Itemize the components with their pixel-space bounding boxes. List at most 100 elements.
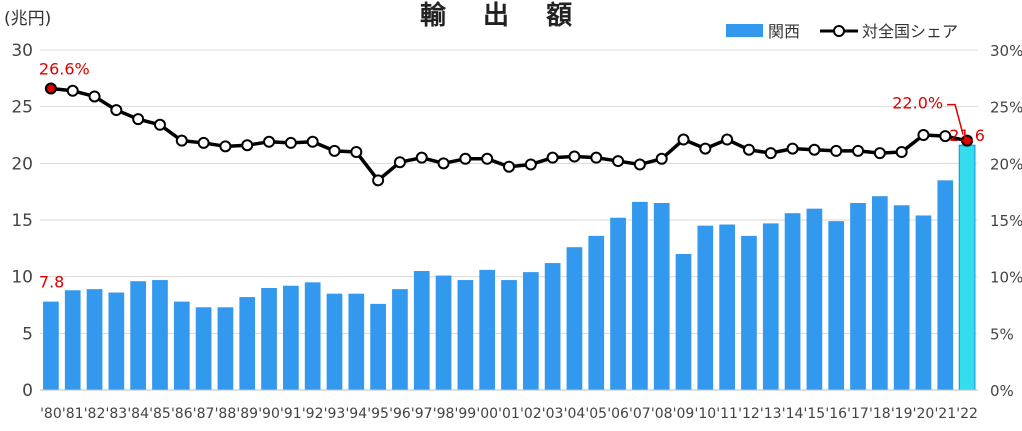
x-tick-label: '06 xyxy=(607,406,629,422)
legend: 関西 対全国シェア xyxy=(726,22,958,41)
bar xyxy=(653,203,670,390)
y2-tick-label: 25% xyxy=(990,99,1022,117)
line-point xyxy=(44,82,57,95)
legend-bar-swatch xyxy=(726,24,763,37)
bar xyxy=(850,203,866,390)
y-tick-label: 20 xyxy=(11,154,33,174)
x-tick-label: '13 xyxy=(760,406,782,422)
line-point xyxy=(677,133,690,146)
legend-label-share: 対全国シェア xyxy=(862,22,958,41)
y2-tick-label: 20% xyxy=(990,155,1022,173)
x-tick-label: '10 xyxy=(694,406,716,422)
line-point xyxy=(830,144,843,157)
x-tick-label: '85 xyxy=(149,406,171,422)
bar xyxy=(566,247,583,390)
y-tick-label: 5 xyxy=(22,324,33,344)
x-tick-label: '20 xyxy=(913,406,935,422)
line-point xyxy=(263,135,276,148)
line-point xyxy=(939,130,952,143)
bar xyxy=(741,235,757,390)
y-axis-unit: (兆円) xyxy=(4,9,51,29)
line-point xyxy=(175,134,188,147)
line-point xyxy=(197,136,210,149)
line-point xyxy=(132,113,145,126)
bar xyxy=(326,293,343,390)
bar xyxy=(392,289,408,390)
line-point xyxy=(852,144,865,157)
bar xyxy=(697,225,714,390)
x-tick-label: '94 xyxy=(345,406,367,422)
x-tick-label: '81 xyxy=(62,406,84,422)
x-tick-label: '17 xyxy=(847,406,869,422)
line-point xyxy=(241,139,254,152)
bar xyxy=(435,275,452,390)
x-tick-label: '87 xyxy=(193,406,215,422)
line-point xyxy=(961,134,974,147)
line-point xyxy=(437,157,450,170)
bar xyxy=(457,280,474,390)
bar xyxy=(173,301,190,390)
line-point xyxy=(88,90,101,103)
line-point xyxy=(917,129,930,141)
bar xyxy=(915,215,932,390)
line-point xyxy=(110,104,123,117)
bar xyxy=(239,297,256,390)
annotations: 26.6% 22.0% 7.8 21.6 xyxy=(39,60,985,292)
x-tick-label: '86 xyxy=(171,406,193,422)
line-point xyxy=(655,152,668,165)
bar xyxy=(806,208,823,390)
bar xyxy=(828,221,845,390)
x-tick-label: '82 xyxy=(84,406,106,422)
x-tick-label: '11 xyxy=(716,406,738,422)
line-point xyxy=(524,158,537,171)
x-tick-label: '02 xyxy=(520,406,542,422)
y-tick-label: 25 xyxy=(11,98,33,118)
bar xyxy=(675,254,692,390)
y-tick-label: 30 xyxy=(11,41,33,61)
y-tick-label: 15 xyxy=(11,211,33,231)
x-tick-label: '19 xyxy=(891,406,913,422)
x-tick-label: '09 xyxy=(673,406,695,422)
annotation-last-share: 22.0% xyxy=(892,94,943,113)
bar xyxy=(108,292,125,390)
x-tick-label: '04 xyxy=(564,406,586,422)
x-tick-label: '96 xyxy=(389,406,411,422)
bar xyxy=(784,213,801,390)
line-point xyxy=(481,152,494,165)
x-tick-label: '08 xyxy=(651,406,673,422)
y2-tick-label: 10% xyxy=(990,269,1022,287)
x-tick-label: '83 xyxy=(106,406,128,422)
legend-label-kansai: 関西 xyxy=(768,22,800,41)
x-tick-label: '90 xyxy=(258,406,280,422)
chart-title: 輸 出 額 xyxy=(420,0,586,31)
line-point xyxy=(721,133,734,146)
bar xyxy=(501,280,517,390)
y2-tick-label: 15% xyxy=(990,212,1022,230)
line-point xyxy=(546,151,559,164)
line-point xyxy=(503,160,515,173)
x-tick-label: '89 xyxy=(236,406,258,422)
line-point xyxy=(306,135,319,148)
line-point xyxy=(873,147,886,160)
line-point xyxy=(459,152,472,165)
annotation-leader-line xyxy=(947,103,964,135)
y-tick-label: 10 xyxy=(11,268,33,288)
bar xyxy=(762,223,779,390)
line-point xyxy=(764,147,777,160)
line-point xyxy=(590,151,603,164)
x-tick-label: '05 xyxy=(585,406,607,422)
y2-tick-label: 5% xyxy=(990,325,1014,343)
bar xyxy=(479,269,496,390)
bar xyxy=(871,196,888,390)
x-tick-label: '91 xyxy=(280,406,302,422)
y2-tick-label: 0% xyxy=(990,382,1014,400)
x-tick-label: '03 xyxy=(542,406,564,422)
x-tick-label: '97 xyxy=(411,406,433,422)
bar xyxy=(195,307,212,390)
line-series-share xyxy=(44,82,974,187)
y-tick-label: 0 xyxy=(22,381,33,401)
bar xyxy=(130,281,147,390)
line-point xyxy=(328,144,341,157)
